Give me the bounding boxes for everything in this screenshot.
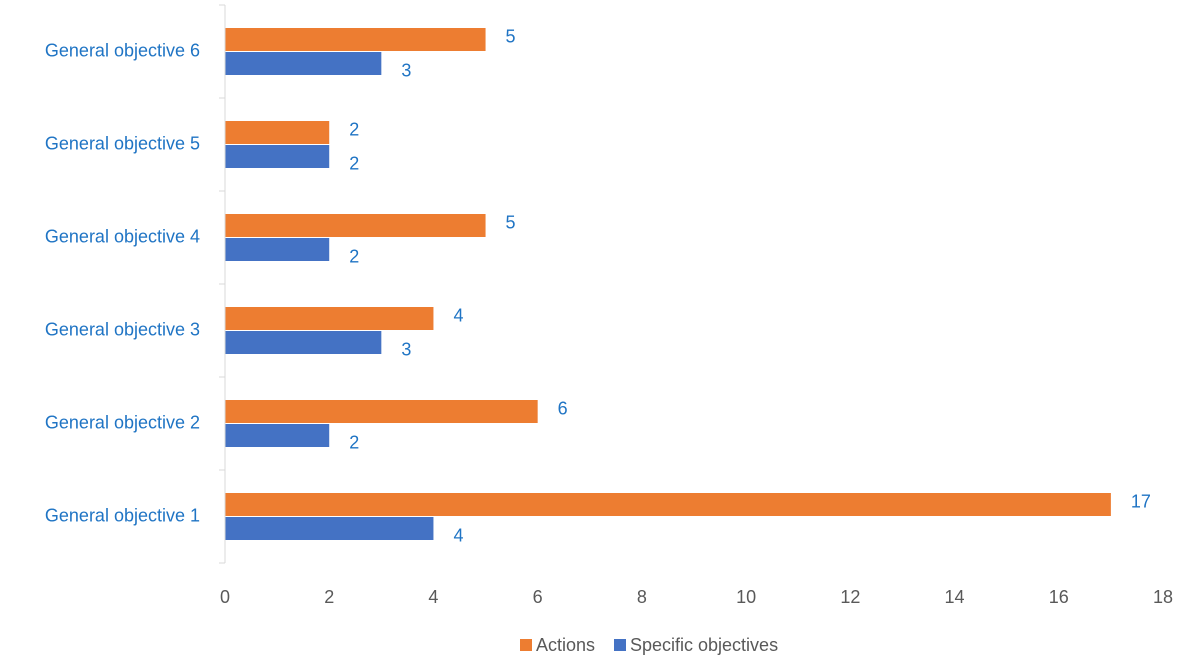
x-tick-label-0: 0 bbox=[220, 587, 230, 607]
data-label-specific-objectives-6: 3 bbox=[401, 60, 411, 80]
x-tick-label-4: 4 bbox=[428, 587, 438, 607]
x-tick-label-18: 18 bbox=[1153, 587, 1173, 607]
x-tick-label-2: 2 bbox=[324, 587, 334, 607]
bar-specific-objectives-4 bbox=[225, 238, 330, 261]
bars-layer bbox=[225, 28, 1111, 540]
data-label-specific-objectives-2: 2 bbox=[349, 432, 359, 452]
data-label-actions-3: 4 bbox=[453, 305, 463, 325]
category-label-6: General objective 6 bbox=[45, 40, 200, 60]
axis-layer: General objective 1 General objective 2 Ge… bbox=[45, 4, 1173, 607]
data-label-actions-4: 5 bbox=[506, 212, 516, 232]
x-tick-label-14: 14 bbox=[945, 587, 965, 607]
category-label-1: General objective 1 bbox=[45, 505, 200, 525]
data-label-actions-6: 5 bbox=[506, 26, 516, 46]
data-label-actions-5: 2 bbox=[349, 119, 359, 139]
x-tick-label-10: 10 bbox=[736, 587, 756, 607]
x-tick-label-12: 12 bbox=[840, 587, 860, 607]
x-tick-label-8: 8 bbox=[637, 587, 647, 607]
bar-actions-5 bbox=[225, 121, 330, 144]
legend: Actions Specific objectives bbox=[520, 635, 778, 655]
data-label-specific-objectives-1: 4 bbox=[453, 525, 463, 545]
bar-specific-objectives-2 bbox=[225, 424, 330, 447]
legend-swatch-specific-objectives bbox=[614, 639, 626, 651]
bar-actions-3 bbox=[225, 307, 434, 330]
data-label-specific-objectives-4: 2 bbox=[349, 246, 359, 266]
data-label-actions-1: 17 bbox=[1131, 491, 1151, 511]
bar-specific-objectives-3 bbox=[225, 331, 382, 354]
bar-specific-objectives-1 bbox=[225, 517, 434, 540]
category-label-3: General objective 3 bbox=[45, 319, 200, 339]
data-label-actions-2: 6 bbox=[558, 398, 568, 418]
bar-actions-1 bbox=[225, 493, 1111, 516]
x-tick-label-6: 6 bbox=[533, 587, 543, 607]
legend-label-specific-objectives: Specific objectives bbox=[630, 635, 778, 655]
category-label-4: General objective 4 bbox=[45, 226, 200, 246]
bar-specific-objectives-6 bbox=[225, 52, 382, 75]
legend-label-actions: Actions bbox=[536, 635, 595, 655]
category-label-5: General objective 5 bbox=[45, 133, 200, 153]
x-tick-label-16: 16 bbox=[1049, 587, 1069, 607]
bar-actions-6 bbox=[225, 28, 486, 51]
data-labels-layer: 17 6 4 5 2 5 4 2 3 2 2 3 bbox=[349, 26, 1151, 545]
legend-swatch-actions bbox=[520, 639, 532, 651]
data-label-specific-objectives-3: 3 bbox=[401, 339, 411, 359]
bar-actions-4 bbox=[225, 214, 486, 237]
category-label-2: General objective 2 bbox=[45, 412, 200, 432]
data-label-specific-objectives-5: 2 bbox=[349, 153, 359, 173]
bar-specific-objectives-5 bbox=[225, 145, 330, 168]
bar-actions-2 bbox=[225, 400, 538, 423]
